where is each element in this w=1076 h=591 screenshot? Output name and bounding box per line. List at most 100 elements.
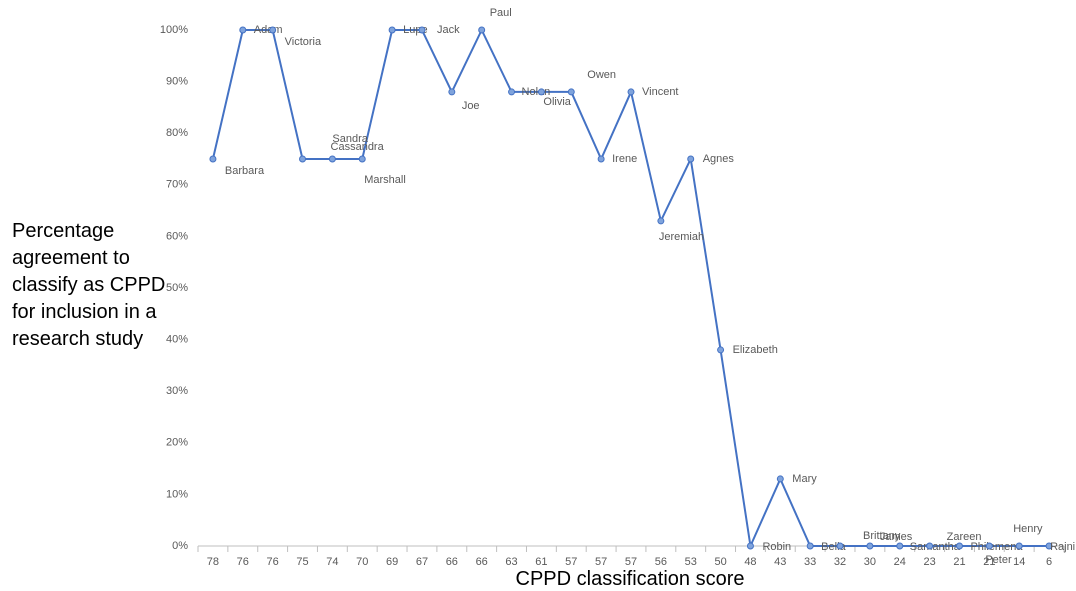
marker [866,542,874,550]
marker [418,26,426,34]
x-axis-title: CPPD classification score [515,568,745,590]
x-tick-label: 33 [804,556,816,568]
point-label: Sandra [332,133,368,145]
point-label: Barbara [225,165,265,177]
point-label: Zareen [947,531,982,543]
x-tick-label: 76 [237,556,249,568]
marker [508,88,516,96]
marker [955,542,963,550]
y-tick-label: 50% [166,282,188,294]
marker [299,155,307,163]
y-tick-label: 30% [166,385,188,397]
marker [567,88,575,96]
point-label: Mary [792,473,817,485]
point-label: Olivia [543,96,571,108]
y-tick-label: 0% [172,540,188,552]
x-tick-label: 24 [894,556,906,568]
marker [597,155,605,163]
y-tick-label: 10% [166,488,188,500]
marker [448,88,456,96]
marker [1015,542,1023,550]
point-label: Henry [1013,523,1043,535]
marker [537,88,545,96]
marker [627,88,635,96]
y-tick-label: 40% [166,334,188,346]
x-tick-label: 69 [386,556,398,568]
marker [209,155,217,163]
point-label: Jack [437,24,460,36]
point-label: Cassandra [331,141,385,153]
x-tick-label: 57 [625,556,637,568]
x-tick-label: 56 [655,556,667,568]
x-tick-label: 14 [1013,556,1025,568]
point-label: Victoria [285,36,322,48]
x-tick-label: 53 [685,556,697,568]
x-tick-label: 61 [535,556,547,568]
y-tick-label: 80% [166,127,188,139]
x-tick-label: 66 [476,556,488,568]
point-label: Rajni [1050,541,1075,553]
x-tick-label: 75 [296,556,308,568]
marker [328,155,336,163]
point-label: Marshall [364,174,406,186]
marker [896,542,904,550]
x-tick-label: 67 [416,556,428,568]
point-label: Peter [985,554,1012,566]
y-tick-label: 60% [166,230,188,242]
x-tick-label: 66 [446,556,458,568]
point-label: Joe [462,100,480,112]
x-tick-label: 74 [326,556,338,568]
y-tick-label: 90% [166,76,188,88]
x-tick-label: 57 [595,556,607,568]
x-tick-label: 70 [356,556,368,568]
marker [717,346,725,354]
x-tick-label: 21 [983,556,995,568]
x-tick-label: 30 [864,556,876,568]
point-label: Paul [490,7,512,19]
x-tick-label: 50 [714,556,726,568]
point-label: Vincent [642,86,679,98]
point-label: Adam [254,24,283,36]
point-label: Agnes [703,153,735,165]
x-tick-label: 78 [207,556,219,568]
point-label: James [880,531,913,543]
marker [746,542,754,550]
point-label: Irene [612,153,637,165]
marker [985,542,993,550]
marker [358,155,366,163]
x-tick-label: 48 [744,556,756,568]
x-tick-label: 76 [267,556,279,568]
x-tick-label: 32 [834,556,846,568]
marker [388,26,396,34]
marker [657,217,665,225]
x-tick-label: 21 [953,556,965,568]
y-tick-label: 100% [160,24,188,36]
point-label: Elizabeth [733,344,778,356]
point-label: Brittany [863,530,901,542]
x-tick-label: 63 [505,556,517,568]
y-tick-label: 70% [166,179,188,191]
marker [239,26,247,34]
marker [776,475,784,483]
y-axis-title: Percentage agreement to classify as CPPD… [12,220,166,350]
line [211,27,1050,550]
marker [687,155,695,163]
x-tick-label: 57 [565,556,577,568]
x-tick-label: 6 [1046,556,1052,568]
marker [926,542,934,550]
x-tick-label: 43 [774,556,786,568]
marker [478,26,486,34]
y-tick-label: 20% [166,437,188,449]
point-label: Owen [587,69,616,81]
point-label: Philemena [970,541,1023,553]
marker [836,542,844,550]
point-label: Robin [762,541,791,553]
point-label: Samantha [910,541,961,553]
marker [806,542,814,550]
point-label: Jeremiah [659,231,704,243]
x-tick-label: 23 [923,556,935,568]
marker [1045,542,1053,550]
marker [269,26,277,34]
